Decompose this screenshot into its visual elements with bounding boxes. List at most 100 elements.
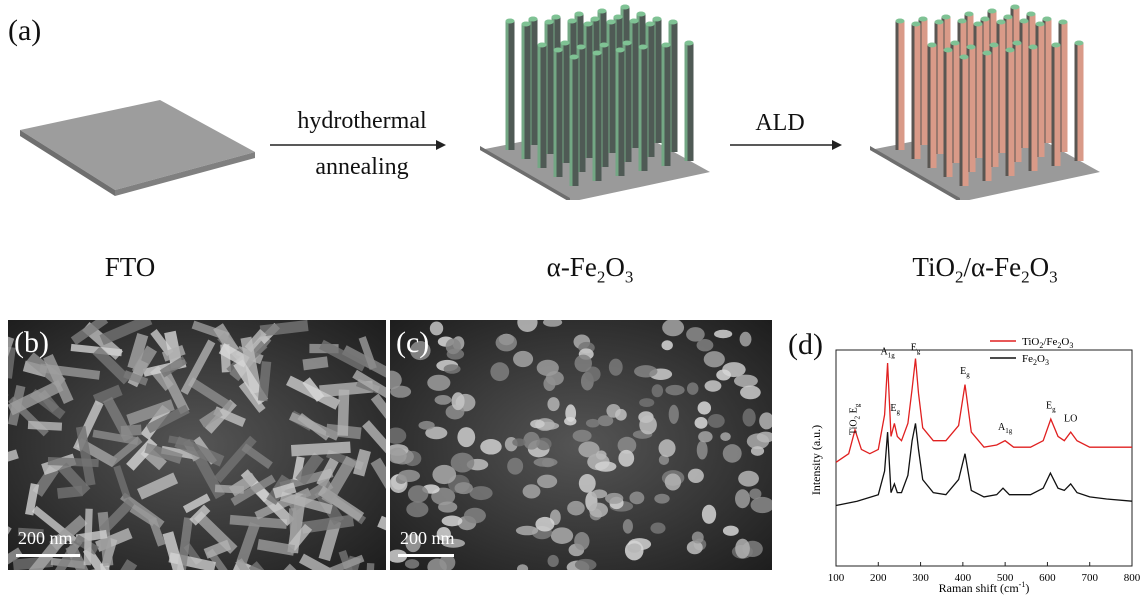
nanorod-tip	[1074, 40, 1084, 46]
nanorod	[528, 19, 538, 145]
nanorod	[934, 22, 944, 154]
nanorod-tip	[613, 14, 623, 20]
nanorod-tip	[996, 19, 1006, 25]
nanorod	[684, 43, 694, 161]
nanorod-tip	[551, 14, 561, 20]
nanorod-tip	[987, 8, 997, 14]
nanorod-tip	[620, 4, 630, 10]
nanorod	[544, 22, 554, 154]
nanorod	[652, 19, 662, 143]
nanorod-tip	[1019, 18, 1029, 24]
nanorod-tip	[599, 42, 609, 48]
scalebar-b	[16, 554, 80, 557]
x-tick-label: 500	[997, 572, 1014, 584]
raman-chart: 100 200 300 400 500 600 700 800 TiO2 Eg A1g Eg Eg E…	[809, 336, 1141, 595]
nanorod	[959, 57, 969, 186]
nanorod-tip	[622, 40, 632, 46]
nanorod-tip	[1005, 47, 1015, 53]
nanorod-tip	[638, 44, 648, 50]
nanorod	[622, 43, 632, 162]
x-tick-label: 400	[955, 572, 972, 584]
panel-c-label: (c)	[396, 326, 430, 359]
nanorod-tip	[629, 18, 639, 24]
x-tick-label: 600	[1039, 572, 1056, 584]
nanorod	[989, 45, 999, 167]
nanorod-tip	[574, 11, 584, 17]
nanorod	[505, 21, 515, 150]
legend-label-fe2o3: Fe2O3	[1022, 353, 1049, 367]
nanorod-tip	[592, 50, 602, 56]
x-tick-label: 200	[870, 572, 887, 584]
nanorod-tip	[1003, 14, 1013, 20]
nanorod-tip	[590, 16, 600, 22]
nanorod-tip	[615, 47, 625, 53]
sem-texture-b	[8, 320, 386, 570]
peak-annotation: A1g	[880, 347, 895, 360]
nanorod	[615, 50, 625, 176]
y-axis-label: Intensity (a.u.)	[809, 425, 823, 495]
nanorod	[1005, 50, 1015, 176]
nanorod-tip	[911, 21, 921, 27]
nanorod	[606, 22, 616, 153]
nanorod-tip	[1042, 16, 1052, 22]
nanorod	[895, 21, 905, 150]
nanorod	[1035, 24, 1045, 157]
nanorod	[560, 43, 570, 163]
nanorod	[918, 19, 928, 145]
nanorod-tip	[1058, 19, 1068, 25]
tio2-fe2o3-label: TiO2/α-Fe2O3	[912, 252, 1058, 287]
nanorod	[638, 47, 648, 171]
nanorod-tip	[636, 11, 646, 17]
nanorod-tip	[1012, 40, 1022, 46]
nanorod-tip	[980, 16, 990, 22]
peak-annotation: A1g	[998, 422, 1013, 435]
x-tick-label: 700	[1081, 572, 1098, 584]
panel-a-label: (a)	[8, 14, 42, 47]
x-axis-label: Raman shift (cm-1)	[939, 580, 1030, 595]
nanorod-tip	[505, 18, 515, 24]
arrow2-label: ALD	[755, 110, 805, 136]
scalebar-b-text: 200 nm	[18, 528, 73, 548]
nanorod	[661, 45, 671, 166]
nanorod	[1058, 22, 1068, 152]
nanorod	[927, 45, 937, 168]
nanorod	[1051, 45, 1061, 166]
peak-annotation: TiO2 Eg	[848, 403, 861, 435]
nanorod-tip	[606, 19, 616, 25]
nanorod-tip	[918, 16, 928, 22]
arrow-right-icon	[730, 140, 842, 150]
fe2o3-nanorods-illustration	[480, 4, 710, 200]
nanorod	[629, 21, 639, 148]
peak-annotation: Eg	[960, 366, 970, 379]
nanorod-tip	[1026, 11, 1036, 17]
nanorod	[1028, 47, 1038, 171]
nanorod-tip	[567, 18, 577, 24]
nanorod	[569, 57, 579, 186]
nanorod-tip	[1051, 42, 1061, 48]
arrow-right-icon	[270, 140, 446, 150]
nanorod-tip	[959, 54, 969, 60]
nanorod-tip	[927, 42, 937, 48]
x-tick-label: 100	[828, 572, 845, 584]
nanorod-tip	[569, 54, 579, 60]
nanorod	[982, 53, 992, 181]
peak-annotation: Eg	[911, 342, 921, 355]
peak-annotation: Eg	[1046, 401, 1056, 414]
scalebar-c-text: 200 nm	[400, 528, 455, 548]
series-line-Fe2O3	[835, 423, 1133, 507]
nanorod-tip	[941, 14, 951, 20]
nanorod	[911, 24, 921, 159]
nanorod-tip	[537, 42, 547, 48]
nanorod	[576, 47, 586, 172]
x-tick-label: 800	[1124, 572, 1141, 584]
nanorod	[1074, 43, 1084, 161]
fto-label: FTO	[104, 252, 156, 282]
nanorod	[583, 24, 593, 158]
scalebar-c	[398, 554, 454, 557]
sem-image-b: (b) 200 nm	[8, 320, 386, 570]
arrow1-label-line2: annealing	[315, 154, 409, 180]
panel-b-label: (b)	[14, 326, 49, 359]
arrow1-label-line1: hydrothermal	[297, 108, 427, 134]
nanorod-tip	[966, 44, 976, 50]
nanorod-tip	[989, 42, 999, 48]
